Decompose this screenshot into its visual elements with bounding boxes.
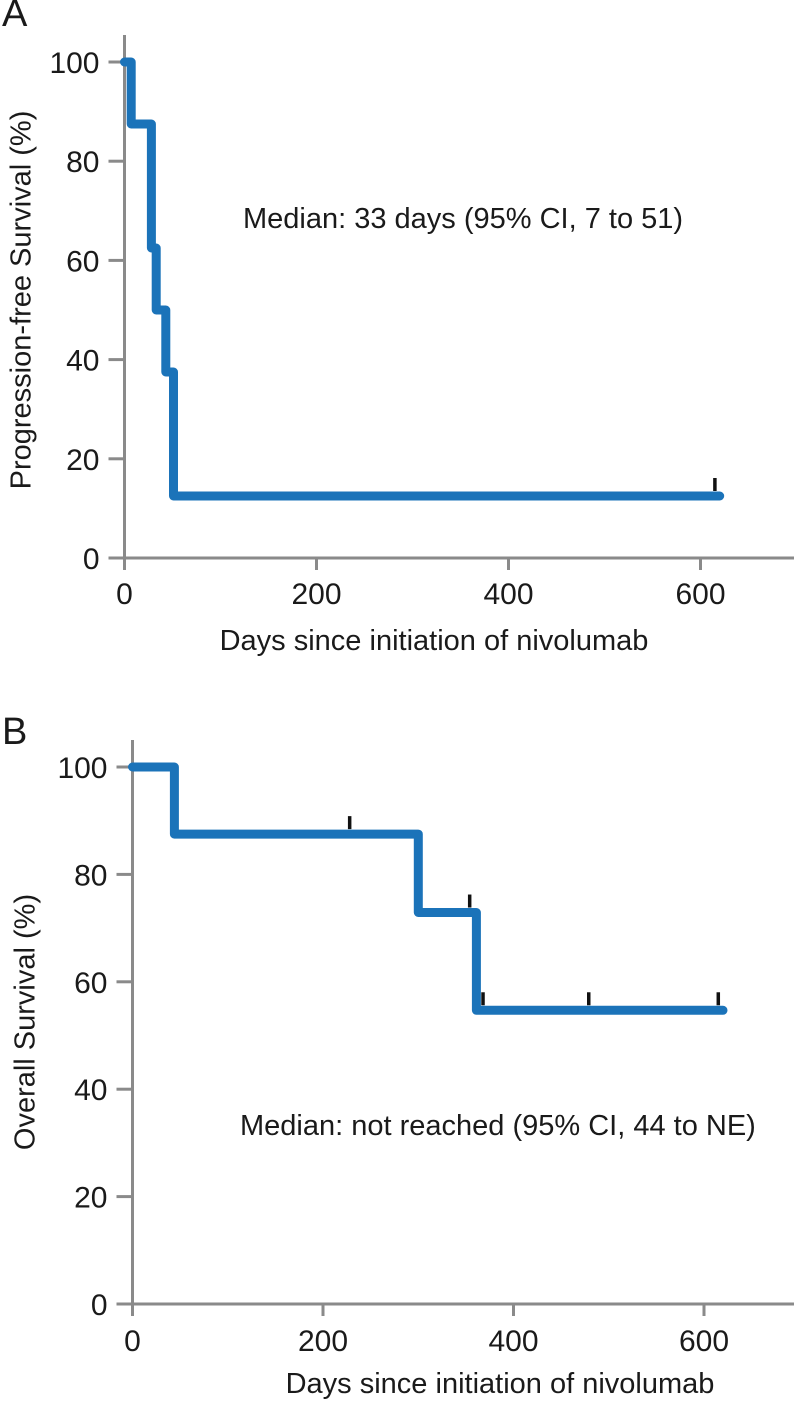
os-median-annotation: Median: not reached (95% CI, 44 to NE)	[240, 1110, 756, 1142]
y-tick-label: 20	[74, 1182, 107, 1215]
y-tick-label: 100	[49, 47, 99, 80]
survival-curve	[128, 762, 728, 1015]
pfs-chart-canvas: 0 200 400 600 0 20 40 60 80 100	[49, 35, 794, 611]
y-tick-label: 60	[74, 967, 107, 1000]
y-tick-label: 60	[66, 245, 99, 278]
y-tick-label: 20	[66, 444, 99, 477]
x-tick-label: 0	[116, 578, 133, 611]
y-tick-label: 80	[74, 859, 107, 892]
x-tick-label: 200	[291, 578, 341, 611]
y-tick-label: 40	[66, 345, 99, 378]
os-chart-canvas: 0 200 400 600 0 20 40 60 80 100	[57, 740, 794, 1358]
x-tick-label: 0	[124, 1325, 141, 1358]
x-tick-label: 400	[488, 1325, 538, 1358]
os-x-axis-title: Days since initiation of nivolumab	[285, 1368, 715, 1400]
y-tick-label: 80	[66, 146, 99, 179]
y-tick-label: 0	[91, 1289, 108, 1322]
x-tick-label: 200	[298, 1325, 348, 1358]
pfs-x-axis-title: Days since initiation of nivolumab	[219, 625, 649, 657]
x-tick-label: 600	[675, 578, 725, 611]
pfs-y-axis-title: Progression-free Survival (%)	[5, 110, 38, 490]
os-y-axis-title: Overall Survival (%)	[9, 893, 42, 1151]
y-tick-label: 0	[83, 543, 100, 576]
pfs-median-annotation: Median: 33 days (95% CI, 7 to 51)	[243, 203, 684, 235]
panel-b-label: B	[2, 711, 28, 753]
y-tick-label: 100	[57, 752, 107, 785]
x-tick-label: 600	[679, 1325, 729, 1358]
panel-a-label: A	[2, 0, 28, 35]
survival-curve	[120, 57, 725, 501]
x-tick-label: 400	[483, 578, 533, 611]
y-tick-label: 40	[74, 1074, 107, 1107]
